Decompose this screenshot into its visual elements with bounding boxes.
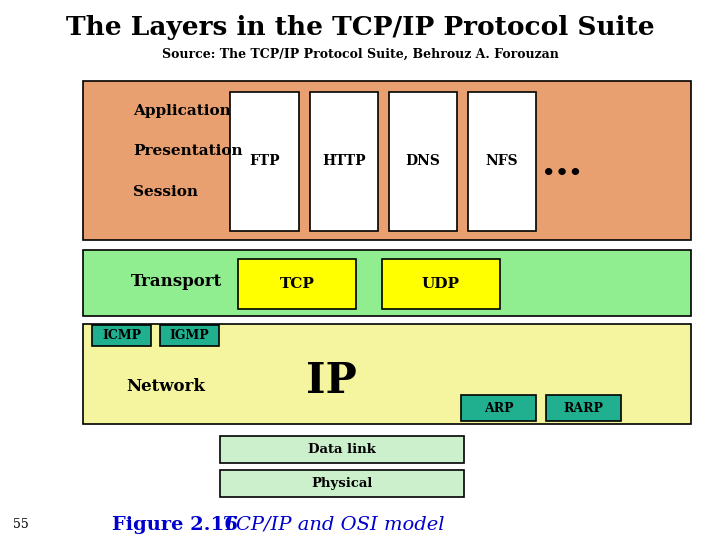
Text: RARP: RARP: [564, 402, 603, 415]
Text: ICMP: ICMP: [102, 329, 141, 342]
Bar: [83, 81, 691, 240]
Text: NFS: NFS: [486, 154, 518, 168]
Text: Source: The TCP/IP Protocol Suite, Behrouz A. Forouzan: Source: The TCP/IP Protocol Suite, Behro…: [161, 48, 559, 60]
Bar: [546, 395, 621, 421]
Bar: [92, 325, 151, 346]
Text: Data link: Data link: [308, 443, 376, 456]
Bar: [83, 250, 691, 316]
Bar: [220, 436, 464, 463]
Text: Transport: Transport: [131, 273, 222, 291]
Text: Application: Application: [133, 104, 231, 118]
Text: Figure 2.16: Figure 2.16: [112, 516, 238, 534]
Bar: [230, 92, 299, 231]
Bar: [382, 259, 500, 309]
Text: Presentation: Presentation: [133, 144, 243, 158]
Bar: [238, 259, 356, 309]
Text: DNS: DNS: [405, 154, 441, 168]
Text: Physical: Physical: [311, 477, 373, 490]
Bar: [468, 92, 536, 231]
Text: Network: Network: [126, 377, 205, 395]
Text: 55: 55: [13, 518, 29, 531]
Text: Session: Session: [133, 185, 198, 199]
Text: IP: IP: [306, 360, 356, 402]
Text: The Layers in the TCP/IP Protocol Suite: The Layers in the TCP/IP Protocol Suite: [66, 15, 654, 39]
Text: TCP/IP and OSI model: TCP/IP and OSI model: [223, 516, 445, 534]
Bar: [461, 395, 536, 421]
Text: TCP: TCP: [279, 277, 315, 291]
Text: HTTP: HTTP: [322, 154, 366, 168]
Text: IGMP: IGMP: [169, 329, 210, 342]
Text: UDP: UDP: [422, 277, 460, 291]
Bar: [83, 324, 691, 424]
Text: FTP: FTP: [249, 154, 280, 168]
Text: ARP: ARP: [484, 402, 513, 415]
Text: •••: •••: [541, 163, 582, 183]
Bar: [389, 92, 457, 231]
Bar: [220, 470, 464, 497]
Bar: [160, 325, 219, 346]
Bar: [310, 92, 378, 231]
